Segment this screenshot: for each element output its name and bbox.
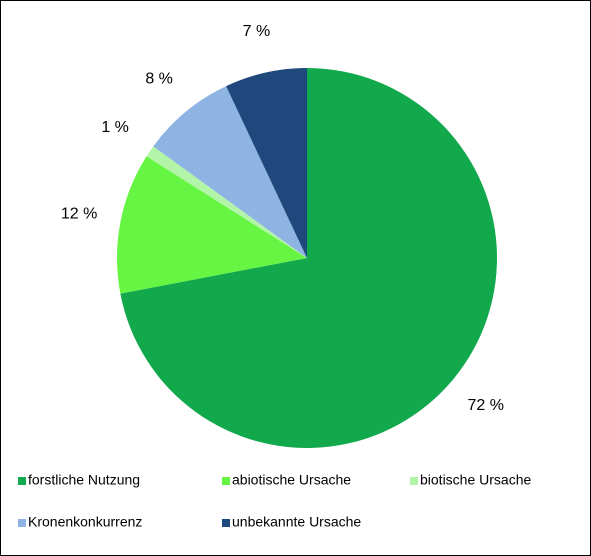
legend-swatch [18,519,26,527]
data-label: 7 % [243,23,271,40]
data-label: 12 % [61,206,97,223]
pie-slice [120,68,498,449]
data-label: 72 % [468,397,504,414]
data-label: 1 % [101,119,129,136]
legend-swatch [222,477,230,485]
pie-slice [146,146,307,258]
pie-slice [226,68,307,258]
legend-swatch [222,519,230,527]
legend-swatch [18,477,26,485]
pie-slice [153,86,307,259]
legend-label: Kronenkonkurrenz [28,514,142,530]
data-label: 8 % [145,70,173,87]
legend-label: forstliche Nutzung [28,472,140,488]
legend-label: unbekannte Ursache [232,514,361,530]
pie-slice [117,156,308,294]
legend-swatch [410,477,418,485]
legend-label: abiotische Ursache [232,472,351,488]
legend-label: biotische Ursache [420,472,531,488]
